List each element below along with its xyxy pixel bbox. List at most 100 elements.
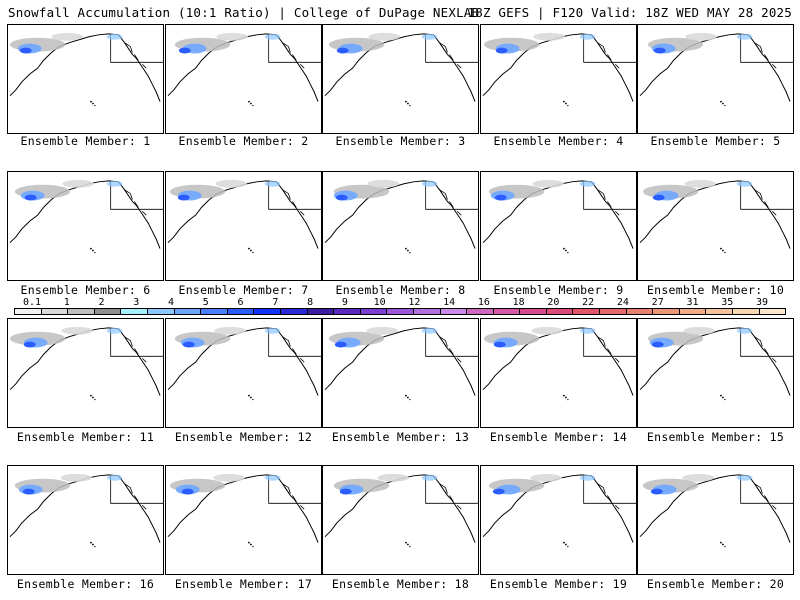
ensemble-map-17 xyxy=(165,465,322,575)
coastline xyxy=(324,474,476,543)
colorbar-tick-label: 7 xyxy=(272,297,279,308)
ensemble-map-18 xyxy=(322,465,479,575)
map-canvas xyxy=(8,172,163,254)
coastline xyxy=(167,474,319,543)
island-dot xyxy=(724,545,726,548)
island-outlines xyxy=(597,189,620,216)
border-line xyxy=(740,34,793,63)
island-outlines xyxy=(282,189,305,216)
border-line xyxy=(583,34,636,63)
colorbar-tick-label: 14 xyxy=(443,297,456,308)
ensemble-map-20 xyxy=(637,465,794,575)
island-dot xyxy=(563,100,565,103)
ensemble-member-label: Ensemble Member: 13 xyxy=(331,430,470,444)
snow-swath-heavy xyxy=(182,341,195,348)
island-dot xyxy=(724,398,726,401)
colorbar-swatch xyxy=(413,309,441,314)
snow-swath-coastal xyxy=(264,33,281,40)
colorbar-swatches xyxy=(14,308,786,315)
colorbar-tick-label: 12 xyxy=(408,297,421,308)
colorbar-swatch xyxy=(201,309,228,314)
map-canvas xyxy=(323,466,478,548)
island-outlines xyxy=(754,42,777,69)
colorbar-swatch xyxy=(626,309,654,314)
island-dot xyxy=(724,104,726,107)
snow-swath-trace xyxy=(683,326,716,335)
island-dot xyxy=(567,251,569,254)
colorbar-tick-label: 4 xyxy=(168,297,175,308)
border-line xyxy=(268,475,321,504)
island-dot xyxy=(720,541,722,544)
map-canvas xyxy=(166,319,321,401)
border-line xyxy=(583,181,636,210)
border-line xyxy=(740,181,793,210)
island-dot xyxy=(94,398,96,401)
border-line xyxy=(268,328,321,357)
island-dot xyxy=(90,100,92,103)
snow-swath-heavy xyxy=(181,488,194,495)
coastline xyxy=(324,33,476,102)
island-dot xyxy=(248,100,250,103)
island-dot xyxy=(250,396,252,399)
snow-swath-trace xyxy=(684,179,716,188)
colorbar-swatch xyxy=(307,309,335,314)
ensemble-member-label: Ensemble Member: 16 xyxy=(16,577,155,591)
island-dot xyxy=(722,102,724,105)
ensemble-member-label: Ensemble Member: 18 xyxy=(331,577,470,591)
snow-swath-coastal xyxy=(736,33,753,40)
ensemble-member-label: Ensemble Member: 11 xyxy=(16,430,155,444)
colorbar-swatch xyxy=(653,309,680,314)
colorbar-tick-label: 2 xyxy=(98,297,105,308)
island-dot xyxy=(405,394,407,397)
snow-swath-heavy xyxy=(334,341,347,348)
island-outlines xyxy=(124,42,147,69)
island-dot xyxy=(405,100,407,103)
island-outlines xyxy=(282,336,305,363)
ensemble-member-label: Ensemble Member: 17 xyxy=(174,577,313,591)
colorbar-tick-label: 24 xyxy=(616,297,629,308)
colorbar-swatch xyxy=(227,309,255,314)
island-outlines xyxy=(439,336,462,363)
border-line xyxy=(110,181,163,210)
ensemble-map-11 xyxy=(7,318,164,428)
ensemble-map-8 xyxy=(322,171,479,281)
border-line xyxy=(268,34,321,63)
island-dot xyxy=(565,102,567,105)
colorbar-swatch xyxy=(121,309,148,314)
snow-swath-heavy xyxy=(336,47,349,54)
coastline xyxy=(9,474,161,543)
snow-swath-heavy xyxy=(494,194,507,201)
snow-swath-coastal xyxy=(264,474,281,481)
colorbar-swatch xyxy=(546,309,574,314)
ensemble-member-label: Ensemble Member: 4 xyxy=(493,134,624,148)
island-outlines xyxy=(597,42,620,69)
island-dot xyxy=(405,541,407,544)
ensemble-map-1 xyxy=(7,24,164,134)
snow-swath-trace xyxy=(368,32,401,41)
snow-swath-trace xyxy=(215,179,247,188)
island-dot xyxy=(248,541,250,544)
ensemble-member-label: Ensemble Member: 19 xyxy=(489,577,628,591)
island-dot xyxy=(563,541,565,544)
colorbar-swatch xyxy=(41,309,69,314)
snow-swath-trace xyxy=(213,473,245,482)
ensemble-member-label: Ensemble Member: 7 xyxy=(178,283,309,297)
colorbar-swatch xyxy=(679,309,707,314)
colorbar-tick-label: 27 xyxy=(651,297,664,308)
ensemble-map-10 xyxy=(637,171,794,281)
island-outlines xyxy=(282,483,305,510)
map-canvas xyxy=(638,319,793,401)
island-outlines xyxy=(282,42,305,69)
snow-swath-coastal xyxy=(264,327,281,334)
snow-swath-heavy xyxy=(339,488,352,495)
snow-swath-coastal xyxy=(579,33,596,40)
colorbar-tick-label: 0.1 xyxy=(22,297,42,308)
colorbar-swatch xyxy=(174,309,202,314)
snow-swath-heavy xyxy=(493,341,506,348)
island-dot xyxy=(250,249,252,252)
island-dot xyxy=(567,545,569,548)
snow-swath-heavy xyxy=(651,341,664,348)
colorbar-swatch xyxy=(573,309,601,314)
coastline xyxy=(639,327,791,396)
snow-swath-trace xyxy=(682,473,715,482)
